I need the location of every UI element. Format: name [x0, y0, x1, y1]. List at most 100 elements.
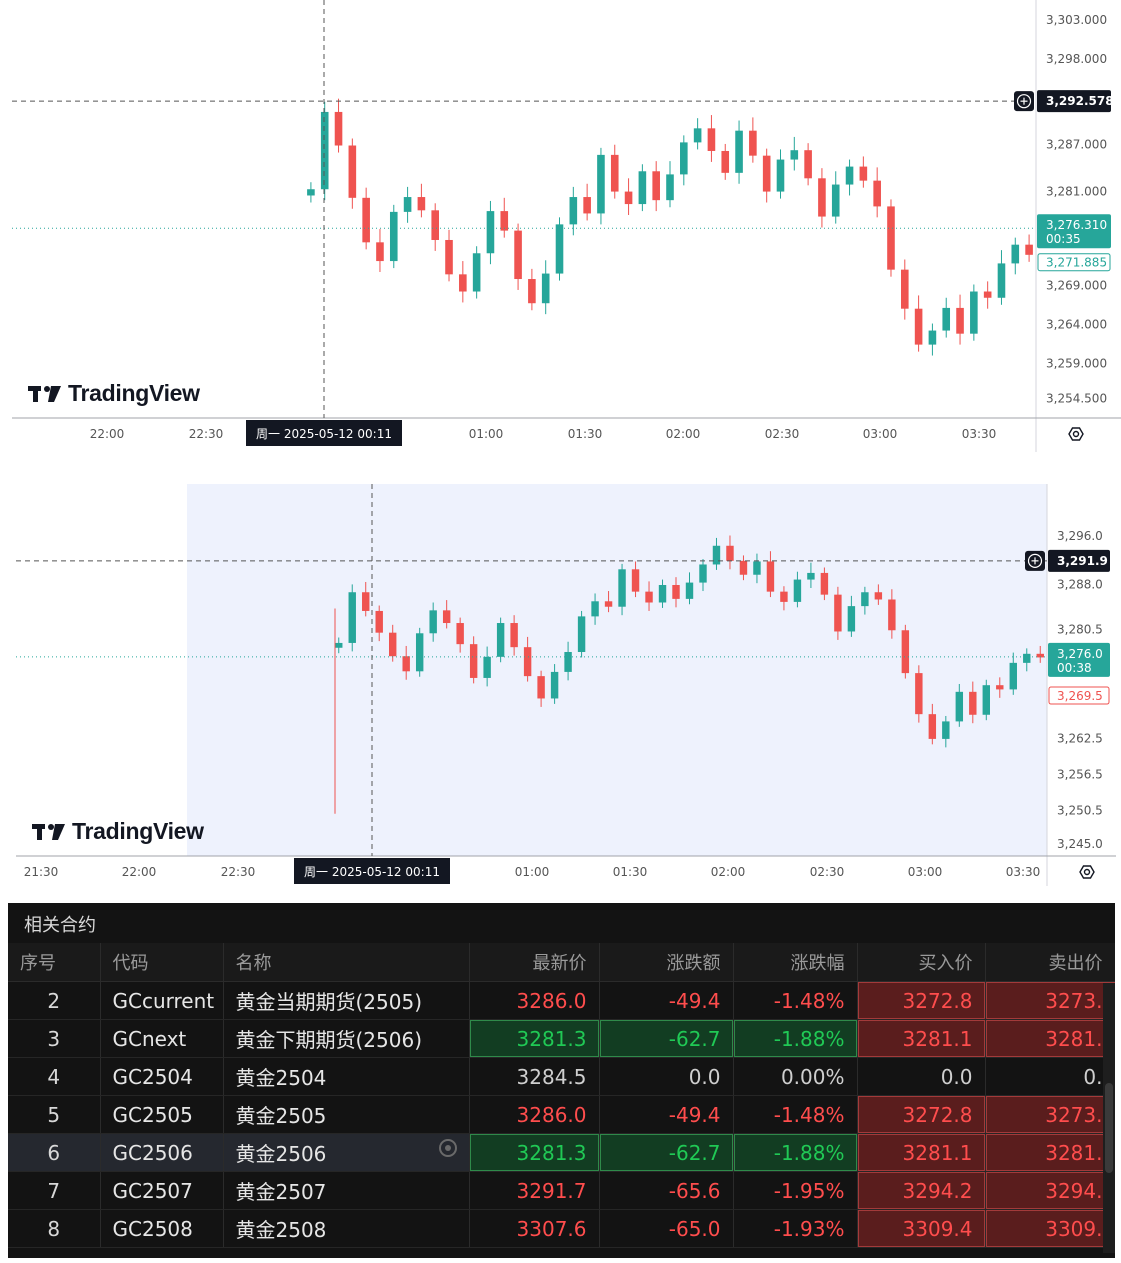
settings-gear-icon[interactable] [1079, 865, 1095, 879]
price-axis-tick-label: 3,256.5 [1057, 768, 1103, 782]
last-price-label: 3,276.0 [1057, 647, 1103, 661]
cell-code: GCcurrent [100, 981, 224, 1020]
candle-body [693, 128, 702, 143]
candle-body [537, 676, 545, 699]
cell-last: 3281.3 [469, 1133, 600, 1172]
candle-body [348, 592, 356, 643]
gear-hub [1083, 868, 1091, 876]
candle-body [469, 644, 478, 678]
cell-bid: 3309.4 [857, 1209, 986, 1248]
candle-body [631, 569, 640, 592]
candle-body [569, 197, 578, 225]
candle-body [652, 171, 660, 201]
secondary-price-label: 3,271.885 [1046, 256, 1107, 270]
candle-body [804, 150, 812, 179]
candle-body [818, 178, 826, 217]
cell-name: 黄金2506 [235, 1142, 327, 1166]
candle-body [847, 606, 856, 632]
table-row[interactable]: 7 GC2507 黄金2507 3291.7 -65.6 -1.95% 3294… [8, 1171, 1115, 1210]
time-axis-tick-label: 22:30 [189, 427, 224, 441]
col-header-code[interactable]: 代码 [100, 943, 224, 982]
last-price-label-bg [1037, 214, 1111, 249]
time-axis-tick-label: 03:00 [863, 427, 898, 441]
table-row[interactable]: 5 GC2505 黄金2505 3286.0 -49.4 -1.48% 3272… [8, 1095, 1115, 1134]
candle-body [845, 166, 854, 185]
candle-body [997, 263, 1006, 298]
cell-ask: 3309. [985, 1209, 1115, 1248]
price-axis-tick-label: 3,264.000 [1046, 317, 1107, 331]
table-row[interactable]: 4 GC2504 黄金2504 3284.5 0.0 0.00% 0.0 0. [8, 1057, 1115, 1096]
candle-body [834, 594, 842, 632]
cell-last: 3284.5 [469, 1057, 600, 1096]
cell-index: 8 [8, 1209, 101, 1248]
cell-last: 3307.6 [469, 1209, 600, 1248]
eye-icon[interactable] [438, 1139, 457, 1157]
candle-body [970, 291, 978, 334]
table-scrollbar[interactable] [1103, 983, 1115, 1253]
time-axis-tick-label: 01:30 [568, 427, 603, 441]
col-header-bid[interactable]: 买入价 [857, 943, 986, 982]
candle-body [969, 691, 977, 715]
candle-body [555, 224, 564, 274]
settings-gear-icon[interactable] [1068, 427, 1084, 441]
chart-canvas-top[interactable]: 3,303.000 3,298.000 3,287.000 3,281.000 3,26… [12, 0, 1121, 452]
cell-bid: 3281.1 [857, 1019, 986, 1058]
chart-panel-top[interactable]: 3,303.000 3,298.000 3,287.000 3,281.000 3,26… [12, 0, 1121, 452]
candle-body [874, 592, 883, 600]
candle-body [307, 189, 315, 196]
time-axis-tick-label: 01:30 [613, 865, 648, 879]
candle-body [472, 253, 481, 292]
crosshair-price-label: 3,291.9 [1057, 554, 1108, 568]
contracts-table: 序号 代码 名称 最新价 涨跌额 涨跌幅 买入价 卖出价 2 GCcurrent… [8, 943, 1115, 1248]
cell-code: GC2507 [100, 1171, 224, 1210]
candle-body [762, 155, 771, 192]
col-header-ask[interactable]: 卖出价 [985, 943, 1115, 982]
candle-body [429, 610, 437, 634]
price-axis-tick-label: 3,245.0 [1057, 837, 1103, 851]
candle-body [403, 197, 412, 212]
candle-body [712, 545, 721, 565]
bar-countdown-label: 00:38 [1057, 661, 1092, 675]
candle-body [983, 291, 992, 298]
col-header-change-pct[interactable]: 涨跌幅 [733, 943, 858, 982]
candle-body [1036, 653, 1044, 658]
price-axis-tick-label: 3,250.5 [1057, 804, 1103, 818]
cell-change: -49.4 [599, 981, 734, 1020]
candle-body [402, 656, 410, 672]
candle-body [982, 685, 991, 715]
col-header-change[interactable]: 涨跌额 [599, 943, 734, 982]
candle-body [442, 610, 451, 624]
cell-change: -62.7 [599, 1133, 734, 1172]
candle-body [1009, 662, 1017, 690]
cell-change-pct: -1.48% [733, 981, 858, 1020]
time-axis-tick-label: 22:00 [90, 427, 125, 441]
chart-canvas-bottom[interactable]: 3,296.0 3,288.0 3,280.5 3,262.5 3,256.5 3,250… [16, 484, 1116, 886]
gear-outline [1068, 427, 1084, 441]
tradingview-logo-text: TradingView [68, 380, 200, 406]
related-contracts-panel: 相关合约 序号 代码 名称 最新价 涨跌额 涨跌幅 买入价 卖出价 2 GCcu… [8, 903, 1115, 1258]
candle-body [618, 569, 626, 607]
cell-name: 黄金2505 [223, 1095, 470, 1134]
candle-body [445, 239, 453, 275]
table-row[interactable]: 3 GCnext 黄金下期期货(2506) 3281.3 -62.7 -1.88… [8, 1019, 1115, 1058]
col-header-last[interactable]: 最新价 [469, 943, 600, 982]
cell-ask: 0. [985, 1057, 1115, 1096]
table-row[interactable]: 8 GC2508 黄金2508 3307.6 -65.0 -1.93% 3309… [8, 1209, 1115, 1248]
price-axis-tick-label: 3,298.000 [1046, 52, 1107, 66]
plus-circle-icon [1027, 553, 1043, 568]
cell-index: 4 [8, 1057, 101, 1096]
cell-change: -62.7 [599, 1019, 734, 1058]
table-scrollbar-thumb[interactable] [1105, 1083, 1113, 1173]
cell-change: -65.0 [599, 1209, 734, 1248]
price-axis-tick-label: 3,262.5 [1057, 731, 1103, 745]
chart-panel-bottom[interactable]: 3,296.0 3,288.0 3,280.5 3,262.5 3,256.5 3,250… [16, 484, 1116, 886]
candle-body [928, 714, 937, 739]
col-header-index[interactable]: 序号 [8, 943, 101, 982]
table-row[interactable]: 2 GCcurrent 黄金当期期货(2505) 3286.0 -49.4 -1… [8, 981, 1115, 1020]
table-row-selected[interactable]: 6 GC2506 黄金2506 3281.3 -62.7 -1.88% 3281… [8, 1133, 1115, 1172]
crosshair-time-label-bg [246, 420, 402, 446]
cell-code: GC2504 [100, 1057, 224, 1096]
candle-body [900, 269, 909, 309]
col-header-name[interactable]: 名称 [223, 943, 470, 982]
bar-countdown-label: 00:35 [1046, 232, 1081, 246]
